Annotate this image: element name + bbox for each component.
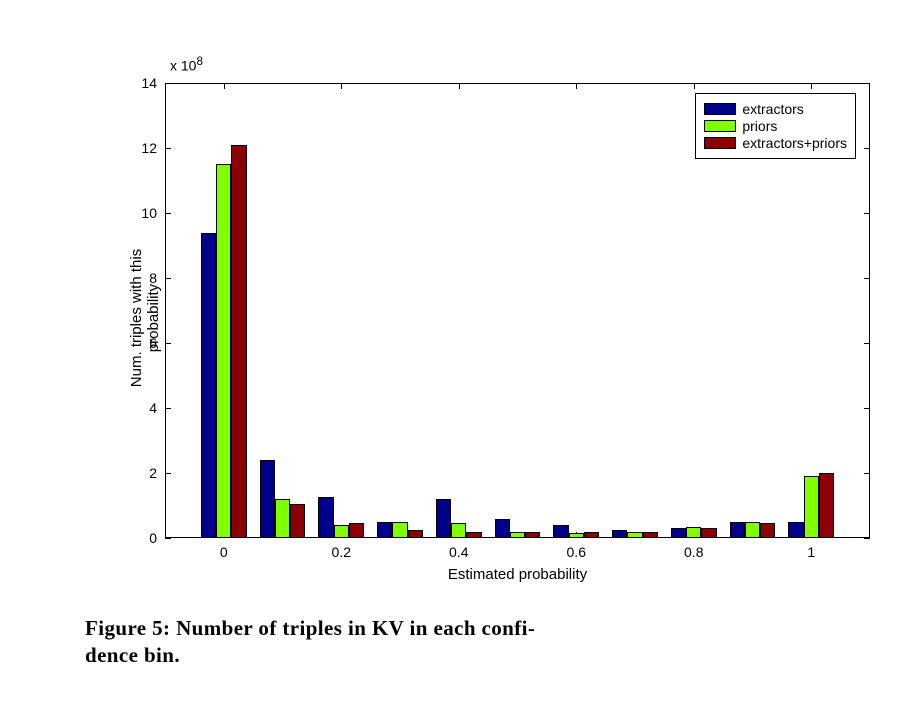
bar-extractorspluspriors	[466, 532, 481, 539]
x-tick-label: 0.4	[439, 544, 479, 560]
legend-item: extractors	[704, 101, 847, 117]
legend-swatch	[704, 137, 736, 149]
y-tick-label: 2	[125, 465, 157, 481]
bar-extractorspluspriors	[408, 530, 423, 538]
legend-label: extractors+priors	[742, 135, 847, 151]
figure-container: x 108 Num. triples with this probability…	[20, 20, 917, 695]
bar-extractorspluspriors	[819, 473, 834, 538]
bar-priors	[334, 525, 349, 538]
bar-extractors	[377, 522, 392, 538]
x-tick-label: 0.8	[674, 544, 714, 560]
chart-legend: extractorspriorsextractors+priors	[695, 93, 856, 159]
legend-item: extractors+priors	[704, 135, 847, 151]
y-tick-label: 4	[125, 400, 157, 416]
legend-label: priors	[742, 118, 777, 134]
bar-extractors	[730, 522, 745, 538]
y-tick-label: 0	[125, 530, 157, 546]
bar-extractors	[612, 530, 627, 538]
bar-priors	[627, 532, 642, 539]
x-axis-label: Estimated probability	[165, 566, 870, 583]
bar-priors	[451, 523, 466, 538]
bar-extractors	[318, 497, 333, 538]
bar-extractorspluspriors	[349, 523, 364, 538]
figure-caption: Figure 5: Number of triples in KV in eac…	[85, 615, 875, 670]
legend-item: priors	[704, 118, 847, 134]
bar-extractors	[260, 460, 275, 538]
bar-extractors	[671, 528, 686, 538]
bar-priors	[275, 499, 290, 538]
bar-extractors	[201, 233, 216, 539]
caption-line-1: Figure 5: Number of triples in KV in eac…	[85, 616, 535, 640]
bar-extractorspluspriors	[643, 532, 658, 539]
bar-priors	[510, 532, 525, 539]
bar-priors	[804, 476, 819, 538]
x-tick-label: 0	[204, 544, 244, 560]
bar-priors	[216, 164, 231, 538]
bar-extractorspluspriors	[701, 528, 716, 538]
y-axis-exponent: x 108	[170, 55, 203, 74]
bar-priors	[569, 533, 584, 538]
bar-priors	[392, 522, 407, 538]
legend-swatch	[704, 120, 736, 132]
bar-extractors	[553, 525, 568, 538]
legend-label: extractors	[742, 101, 803, 117]
caption-line-2: dence bin.	[85, 643, 180, 667]
bar-extractorspluspriors	[231, 145, 246, 538]
x-tick-label: 0.2	[321, 544, 361, 560]
y-tick-label: 6	[125, 335, 157, 351]
x-tick-label: 1	[791, 544, 831, 560]
x-tick-label: 0.6	[556, 544, 596, 560]
bar-extractorspluspriors	[584, 532, 599, 539]
bar-extractorspluspriors	[290, 504, 305, 538]
bar-extractors	[436, 499, 451, 538]
y-tick-label: 10	[125, 205, 157, 221]
bar-extractors	[788, 522, 803, 538]
bar-priors	[745, 522, 760, 538]
bar-extractorspluspriors	[525, 532, 540, 539]
bar-priors	[686, 527, 701, 538]
y-tick-label: 12	[125, 140, 157, 156]
y-axis-label: Num. triples with this probability	[128, 218, 162, 418]
bar-extractorspluspriors	[760, 523, 775, 538]
y-tick-label: 8	[125, 270, 157, 286]
legend-swatch	[704, 103, 736, 115]
bar-extractors	[495, 519, 510, 539]
y-tick-label: 14	[125, 75, 157, 91]
